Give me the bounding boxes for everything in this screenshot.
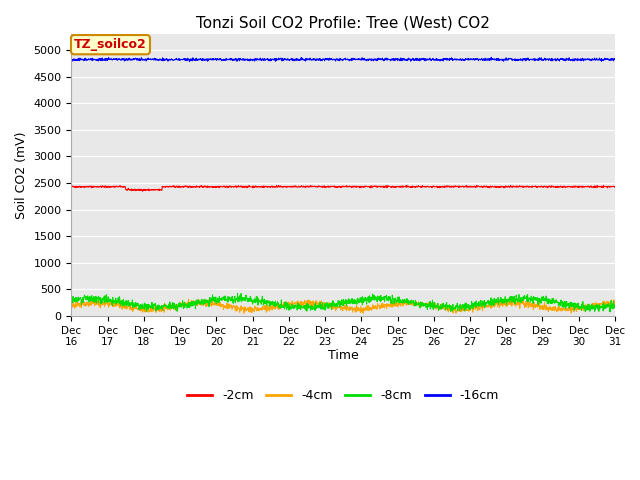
Text: TZ_soilco2: TZ_soilco2 (74, 38, 147, 51)
X-axis label: Time: Time (328, 349, 358, 362)
Title: Tonzi Soil CO2 Profile: Tree (West) CO2: Tonzi Soil CO2 Profile: Tree (West) CO2 (196, 15, 490, 30)
Legend: -2cm, -4cm, -8cm, -16cm: -2cm, -4cm, -8cm, -16cm (182, 384, 504, 408)
Y-axis label: Soil CO2 (mV): Soil CO2 (mV) (15, 131, 28, 219)
